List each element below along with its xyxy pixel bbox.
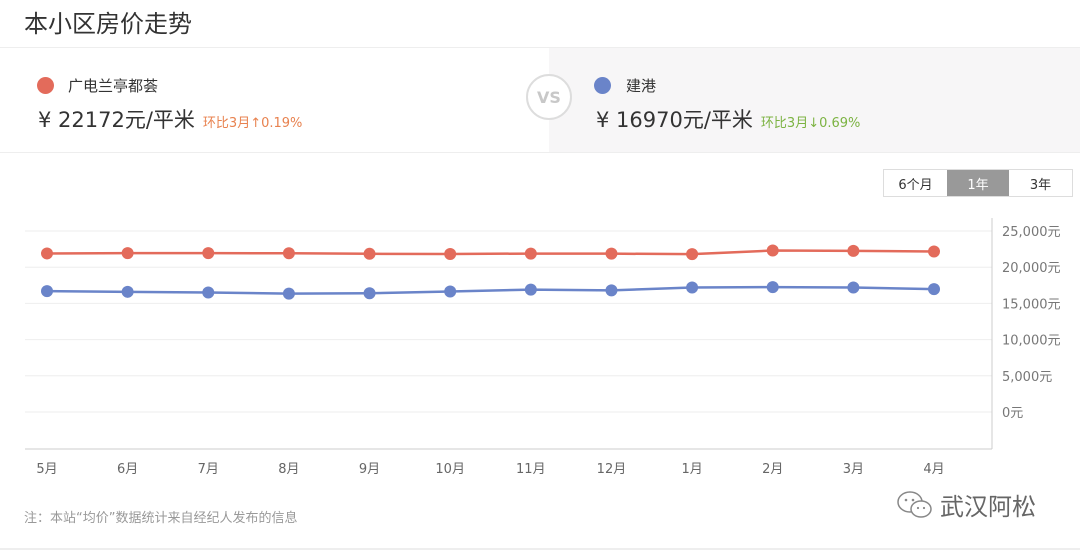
data-point[interactable] — [282, 247, 295, 260]
tab-3-years[interactable]: 3年 — [1009, 170, 1072, 196]
data-point[interactable] — [686, 281, 699, 294]
tab-6-months[interactable]: 6个月 — [884, 170, 947, 196]
data-point[interactable] — [363, 247, 376, 260]
x-tick-label: 8月 — [278, 462, 299, 477]
data-point[interactable] — [444, 247, 457, 260]
data-point[interactable] — [686, 248, 699, 261]
x-tick-label: 1月 — [681, 462, 702, 477]
x-tick-label: 11月 — [516, 462, 546, 477]
data-point[interactable] — [41, 285, 53, 298]
page-title: 本小区房价走势 — [24, 10, 192, 38]
x-tick-label: 6月 — [117, 462, 138, 477]
price-right: ¥ 16970元/平米 环比3月↓0.69% — [596, 104, 860, 134]
x-tick-label: 4月 — [923, 462, 944, 477]
data-point[interactable] — [766, 281, 779, 294]
x-tick-label: 12月 — [597, 462, 627, 477]
data-point[interactable] — [524, 283, 537, 296]
data-point[interactable] — [847, 244, 860, 257]
x-tick-label: 9月 — [359, 462, 380, 477]
tab-1-year[interactable]: 1年 — [947, 170, 1009, 196]
price-trend-chart: 25,000元 20,000元 15,000元 10,000元 5,000元 0元 5月 6月… — [0, 200, 1080, 490]
line-chart: 25,000元 20,000元 15,000元 10,000元 5,000元 0元 5月 6月… — [25, 218, 1061, 477]
x-tick-label: 10月 — [435, 462, 465, 477]
series-line — [46, 249, 935, 256]
y-tick-label: 5,000元 — [1002, 370, 1052, 385]
watermark-text: 武汉阿松 — [940, 493, 1036, 521]
compare-left: 广电兰亭都荟 ¥ 22172元/平米 环比3月↑0.19% — [0, 48, 549, 152]
change-right: 环比3月↓0.69% — [760, 116, 861, 131]
y-tick-label: 10,000元 — [1002, 334, 1061, 349]
data-point[interactable] — [605, 284, 618, 297]
data-point[interactable] — [121, 247, 134, 260]
wechat-icon — [897, 490, 932, 518]
data-point[interactable] — [41, 247, 53, 260]
y-tick-label: 15,000元 — [1002, 297, 1061, 312]
price-value-right: ¥ 16970元/平米 — [596, 108, 753, 132]
data-point[interactable] — [202, 247, 215, 260]
series-line — [46, 285, 935, 295]
data-point[interactable] — [121, 285, 134, 298]
data-point[interactable] — [524, 247, 537, 260]
change-left: 环比3月↑0.19% — [202, 116, 303, 131]
series-dot-right — [594, 77, 611, 94]
data-point[interactable] — [444, 285, 457, 298]
watermark: 武汉阿松 — [896, 487, 1036, 522]
data-point[interactable] — [766, 244, 779, 257]
data-point[interactable] — [847, 281, 860, 294]
y-tick-label: 25,000元 — [1002, 225, 1061, 240]
compare-right: 建港 ¥ 16970元/平米 环比3月↓0.69% — [549, 48, 1080, 152]
data-point[interactable] — [605, 247, 618, 260]
x-tick-label: 3月 — [843, 462, 864, 477]
x-tick-label: 5月 — [36, 462, 57, 477]
range-tabs: 6个月 1年 3年 — [883, 169, 1073, 197]
price-value-left: ¥ 22172元/平米 — [38, 108, 195, 132]
data-point[interactable] — [202, 286, 215, 299]
vs-badge: VS — [526, 74, 572, 120]
x-tick-label: 7月 — [198, 462, 219, 477]
divider — [0, 548, 1080, 550]
data-point[interactable] — [282, 287, 295, 300]
data-point[interactable] — [928, 245, 940, 258]
price-left: ¥ 22172元/平米 环比3月↑0.19% — [38, 104, 302, 134]
comparison-panel: 广电兰亭都荟 ¥ 22172元/平米 环比3月↑0.19% 建港 ¥ 16970元… — [0, 47, 1080, 153]
x-tick-label: 2月 — [762, 462, 783, 477]
footnote: 注：本站“均价”数据统计来自经纪人发布的信息 — [24, 511, 298, 526]
community-name-left: 广电兰亭都荟 — [68, 77, 159, 95]
series-dot-left — [37, 77, 54, 94]
community-name-right: 建港 — [626, 77, 657, 95]
data-point[interactable] — [363, 287, 376, 300]
y-tick-label: 20,000元 — [1002, 261, 1061, 276]
y-tick-label: 0元 — [1002, 406, 1023, 421]
data-point[interactable] — [928, 283, 940, 296]
